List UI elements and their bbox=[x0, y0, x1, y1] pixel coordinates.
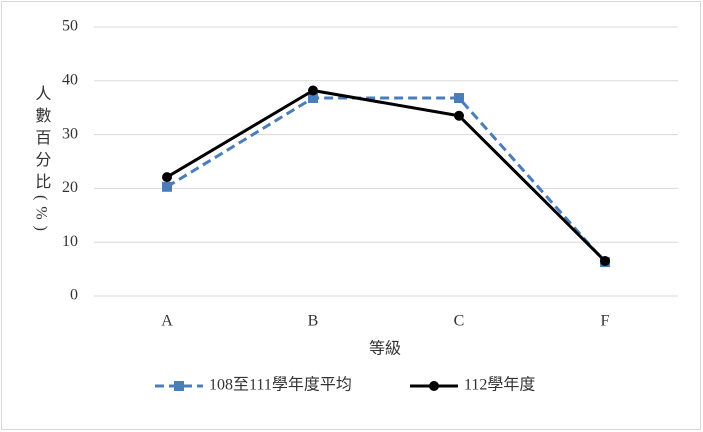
marker bbox=[162, 181, 172, 192]
y-tick-label: 20 bbox=[62, 179, 78, 196]
x-tick-label: B bbox=[308, 313, 319, 330]
x-axis-label: 等級 bbox=[369, 340, 401, 358]
y-axis-label: 人數百分比(%) bbox=[32, 85, 51, 237]
marker bbox=[308, 93, 318, 104]
marker bbox=[308, 85, 318, 96]
x-tick-label: A bbox=[161, 313, 173, 330]
marker bbox=[600, 256, 610, 267]
legend-label: 108至111學年度平均 bbox=[209, 376, 352, 394]
legend-marker bbox=[429, 381, 439, 391]
marker bbox=[454, 110, 464, 121]
series-line bbox=[166, 96, 607, 264]
y-tick-label: 40 bbox=[62, 71, 78, 88]
y-tick-label: 10 bbox=[62, 233, 78, 250]
marker bbox=[162, 172, 172, 183]
x-tick-label: C bbox=[454, 313, 465, 330]
y-tick-label: 0 bbox=[70, 287, 78, 304]
legend-marker bbox=[174, 381, 184, 391]
marker bbox=[454, 93, 464, 104]
y-tick-label: 50 bbox=[62, 18, 78, 35]
x-tick-label: F bbox=[601, 313, 610, 330]
y-tick-label: 30 bbox=[62, 125, 78, 142]
series-line bbox=[166, 88, 607, 263]
legend-label: 112學年度 bbox=[464, 376, 535, 394]
